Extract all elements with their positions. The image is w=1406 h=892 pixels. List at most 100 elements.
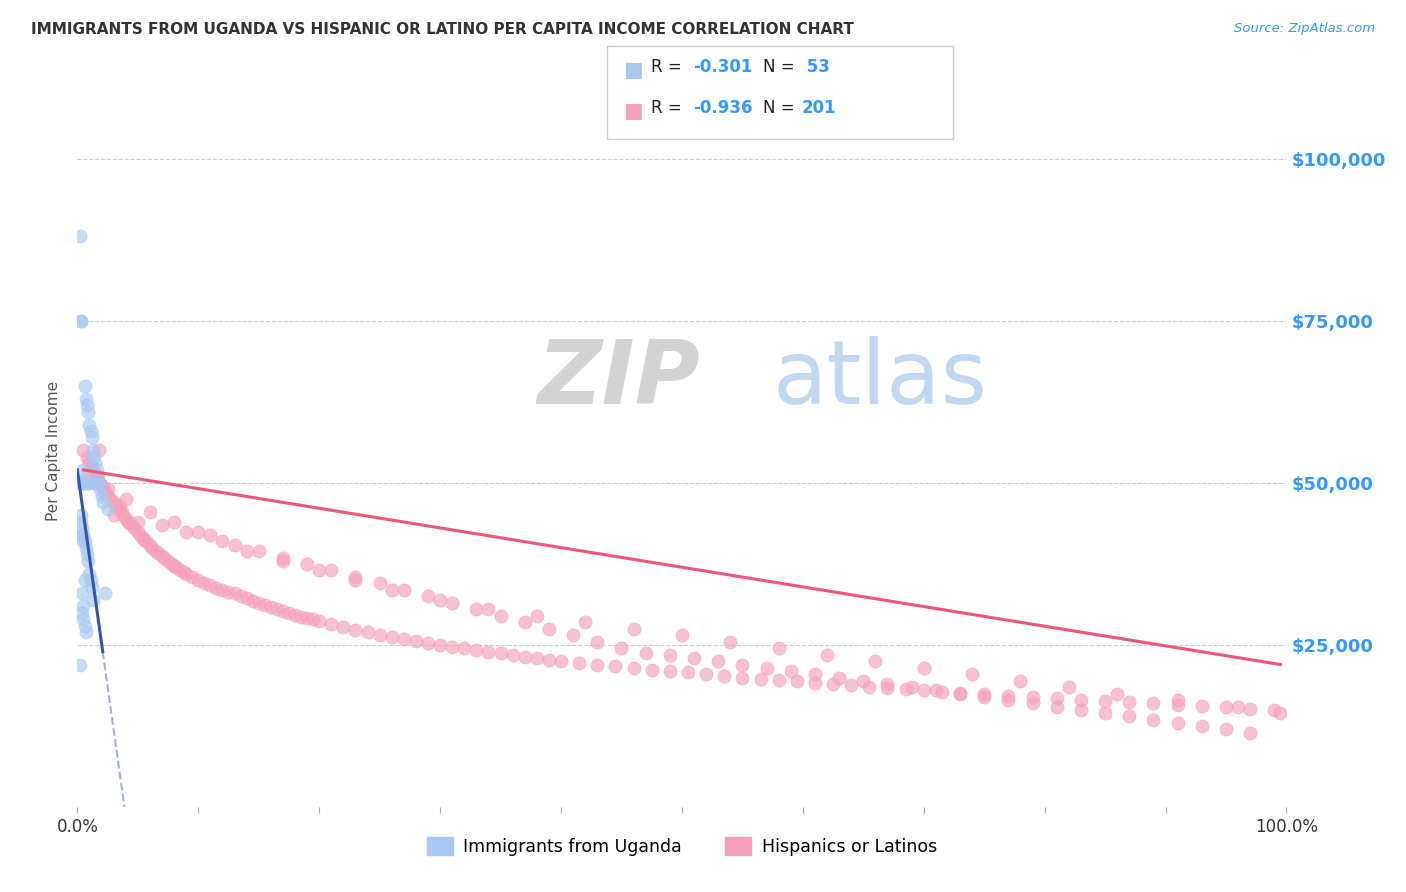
Point <box>671 628 693 642</box>
Point <box>1239 701 1261 715</box>
Point <box>145 544 167 558</box>
Point <box>114 492 136 507</box>
Point <box>804 667 827 681</box>
Point <box>211 534 233 549</box>
Point <box>416 590 439 604</box>
Text: R =: R = <box>651 58 688 76</box>
Point <box>70 475 93 490</box>
Point <box>70 606 93 620</box>
Point <box>931 685 953 699</box>
Point <box>69 229 91 244</box>
Point <box>84 475 107 490</box>
Point <box>153 550 176 565</box>
Text: -0.301: -0.301 <box>693 58 752 76</box>
Point <box>465 602 488 616</box>
Point <box>876 677 898 691</box>
Point <box>80 459 103 474</box>
Text: ■: ■ <box>623 60 643 79</box>
Point <box>84 457 107 471</box>
Point <box>610 641 633 656</box>
Point <box>302 612 325 626</box>
Point <box>84 466 107 480</box>
Point <box>260 600 283 615</box>
Point <box>76 547 98 561</box>
Point <box>96 489 118 503</box>
Point <box>321 617 343 632</box>
Point <box>89 483 111 497</box>
Point <box>562 628 585 642</box>
Point <box>132 533 155 547</box>
Point <box>973 687 995 701</box>
Point <box>86 469 108 483</box>
Legend: Immigrants from Uganda, Hispanics or Latinos: Immigrants from Uganda, Hispanics or Lat… <box>420 830 943 863</box>
Point <box>70 475 93 490</box>
Point <box>768 673 790 687</box>
Point <box>139 537 162 551</box>
Point <box>489 646 512 660</box>
Point <box>634 646 657 660</box>
Point <box>70 528 93 542</box>
Point <box>718 635 741 649</box>
Point <box>900 680 922 694</box>
Point <box>1215 723 1237 737</box>
Point <box>623 622 645 636</box>
Point <box>344 623 367 637</box>
Point <box>1118 709 1140 723</box>
Point <box>284 607 307 622</box>
Point <box>75 392 97 406</box>
Point <box>91 495 114 509</box>
Point <box>70 508 93 523</box>
Point <box>381 582 404 597</box>
Point <box>1239 725 1261 739</box>
Point <box>70 586 93 600</box>
Point <box>73 618 96 632</box>
Point <box>107 501 129 516</box>
Point <box>72 534 94 549</box>
Point <box>173 566 195 580</box>
Point <box>695 667 717 681</box>
Point <box>321 564 343 578</box>
Point <box>755 661 778 675</box>
Text: ZIP: ZIP <box>537 335 700 423</box>
Point <box>1094 706 1116 721</box>
Point <box>568 657 591 671</box>
Point <box>83 450 105 464</box>
Point <box>1094 694 1116 708</box>
Point <box>1118 695 1140 709</box>
Point <box>235 544 257 558</box>
Y-axis label: Per Capita Income: Per Capita Income <box>46 380 62 521</box>
Text: IMMIGRANTS FROM UGANDA VS HISPANIC OR LATINO PER CAPITA INCOME CORRELATION CHART: IMMIGRANTS FROM UGANDA VS HISPANIC OR LA… <box>31 22 853 37</box>
Point <box>1142 697 1164 711</box>
Point <box>122 521 145 535</box>
Point <box>70 475 93 490</box>
Point <box>82 463 104 477</box>
Point <box>70 475 93 490</box>
Point <box>200 528 222 542</box>
Point <box>96 501 118 516</box>
Point <box>187 573 209 587</box>
Point <box>271 604 294 618</box>
Point <box>1107 687 1129 701</box>
Point <box>949 687 972 701</box>
Point <box>925 683 948 698</box>
Point <box>852 673 875 688</box>
Point <box>247 544 270 558</box>
Point <box>308 614 330 628</box>
Point <box>70 314 93 328</box>
Point <box>200 578 222 592</box>
Point <box>1070 703 1092 717</box>
Point <box>235 591 257 606</box>
Point <box>148 546 170 560</box>
Point <box>453 641 475 656</box>
Point <box>1227 699 1250 714</box>
Point <box>526 651 548 665</box>
Point <box>876 681 898 695</box>
Point <box>381 630 404 644</box>
Point <box>1270 706 1292 721</box>
Point <box>72 599 94 614</box>
Point <box>72 612 94 626</box>
Point <box>537 622 560 636</box>
Point <box>344 570 367 584</box>
Point <box>111 505 134 519</box>
Point <box>368 576 391 591</box>
